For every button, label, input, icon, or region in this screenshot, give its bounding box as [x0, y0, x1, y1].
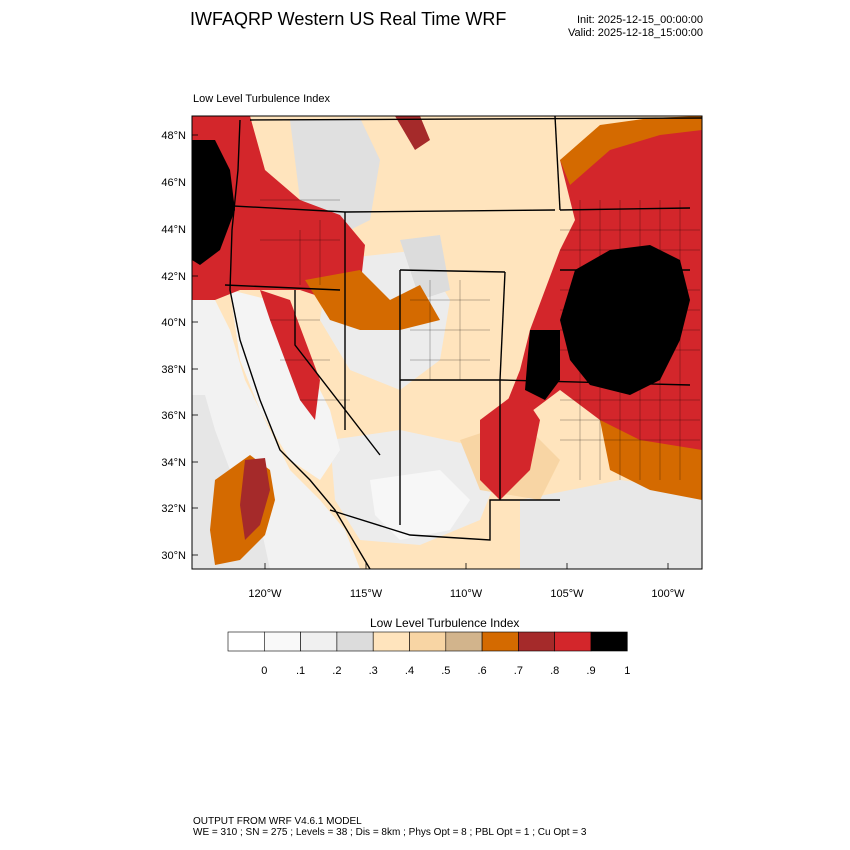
lat-label: 32°N	[161, 503, 186, 515]
map-frame	[191, 115, 703, 570]
field-red-sierra	[260, 290, 320, 420]
colorbar-swatch	[590, 631, 628, 652]
border-nd-sd	[559, 207, 691, 211]
model-info-line1: OUTPUT FROM WRF V4.6.1 MODEL	[193, 816, 362, 827]
colorbar-swatch	[227, 631, 265, 652]
init-time: Init: 2025-12-15_00:00:00	[577, 14, 703, 26]
valid-time: Valid: 2025-12-18_15:00:00	[568, 27, 703, 39]
border-co-ks	[499, 271, 506, 381]
lat-label: 40°N	[161, 317, 186, 329]
colorbar-swatch	[554, 631, 592, 652]
lat-label: 34°N	[161, 457, 186, 469]
colorbar-swatch	[518, 631, 556, 652]
field-black-east	[560, 245, 690, 395]
field-montana-red	[395, 116, 430, 150]
county-grid-west	[260, 199, 490, 401]
border-wa-or	[214, 204, 346, 213]
lat-label: 38°N	[161, 364, 186, 376]
field-california	[230, 290, 340, 480]
field-desert-sw2	[370, 470, 470, 540]
lon-label: 120°W	[248, 588, 282, 600]
lat-label: 44°N	[161, 224, 186, 236]
colorbar-label: .8	[550, 665, 559, 677]
colorbar-label: .4	[405, 665, 414, 677]
colorbar-swatch	[372, 631, 410, 652]
lat-axis: 48°N 46°N 44°N 42°N 40°N 38°N 36°N 34°N 32°N 30°N	[161, 130, 198, 562]
colorbar-label: 0	[261, 665, 267, 677]
field-black-coast	[192, 140, 235, 265]
state-borders	[214, 116, 702, 569]
county-grid-east	[560, 200, 700, 480]
colorbar-swatch	[300, 631, 338, 652]
border-mt-wy	[344, 209, 556, 213]
border-ca-nv	[294, 290, 381, 456]
colorbar-label: .7	[514, 665, 523, 677]
colorbar-label: .5	[441, 665, 450, 677]
panel-title: Low Level Turbulence Index	[193, 93, 330, 105]
lat-label: 30°N	[161, 550, 186, 562]
lat-label: 42°N	[161, 271, 186, 283]
colorbar-swatch	[336, 631, 374, 652]
field-black-east2	[525, 330, 560, 400]
border-mexico	[329, 499, 560, 541]
colorbar-title: Low Level Turbulence Index	[370, 616, 520, 630]
colorbar-label: .6	[478, 665, 487, 677]
border-canada	[249, 117, 702, 121]
colorbar-swatch	[409, 631, 447, 652]
colorbar-label: 1	[624, 665, 630, 677]
model-info-line2: WE = 310 ; SN = 275 ; Levels = 38 ; Dis …	[193, 827, 587, 838]
border-or-ca	[224, 284, 341, 291]
county-lines	[260, 199, 700, 480]
colorbar-swatch	[263, 631, 301, 652]
map-field	[192, 116, 702, 569]
colorbar-label: .1	[296, 665, 305, 677]
lon-label: 100°W	[651, 588, 685, 600]
border-ks-ok	[499, 379, 691, 386]
field-red-nm	[480, 390, 540, 500]
lat-label: 36°N	[161, 410, 186, 422]
border-mt-nd	[554, 116, 561, 211]
colorbar-label: .9	[586, 665, 595, 677]
lon-label: 105°W	[550, 588, 584, 600]
lon-label: 115°W	[350, 588, 383, 600]
colorbar-label: .2	[332, 665, 341, 677]
colorbar: 0 .1 .2 .3 .4 .5 .6 .7 .8 .9 1	[227, 631, 630, 677]
field-brown-pacific	[240, 458, 270, 540]
lat-label: 46°N	[161, 177, 186, 189]
field-texas	[520, 480, 702, 569]
lon-label: 110°W	[450, 588, 483, 600]
field-orange-east-edge	[560, 116, 702, 185]
colorbar-swatch	[481, 631, 519, 652]
plot-title: IWFAQRP Western US Real Time WRF	[190, 9, 507, 29]
lon-axis: 120°W 115°W 110°W 105°W 100°W	[248, 563, 685, 600]
field-wyoming-grey	[400, 235, 450, 300]
colorbar-label: .3	[369, 665, 378, 677]
border-wy-co	[399, 269, 506, 273]
lat-label: 48°N	[161, 130, 186, 142]
field-rockies	[305, 270, 440, 330]
colorbar-swatch	[445, 631, 483, 652]
coast-pacific	[229, 119, 371, 569]
